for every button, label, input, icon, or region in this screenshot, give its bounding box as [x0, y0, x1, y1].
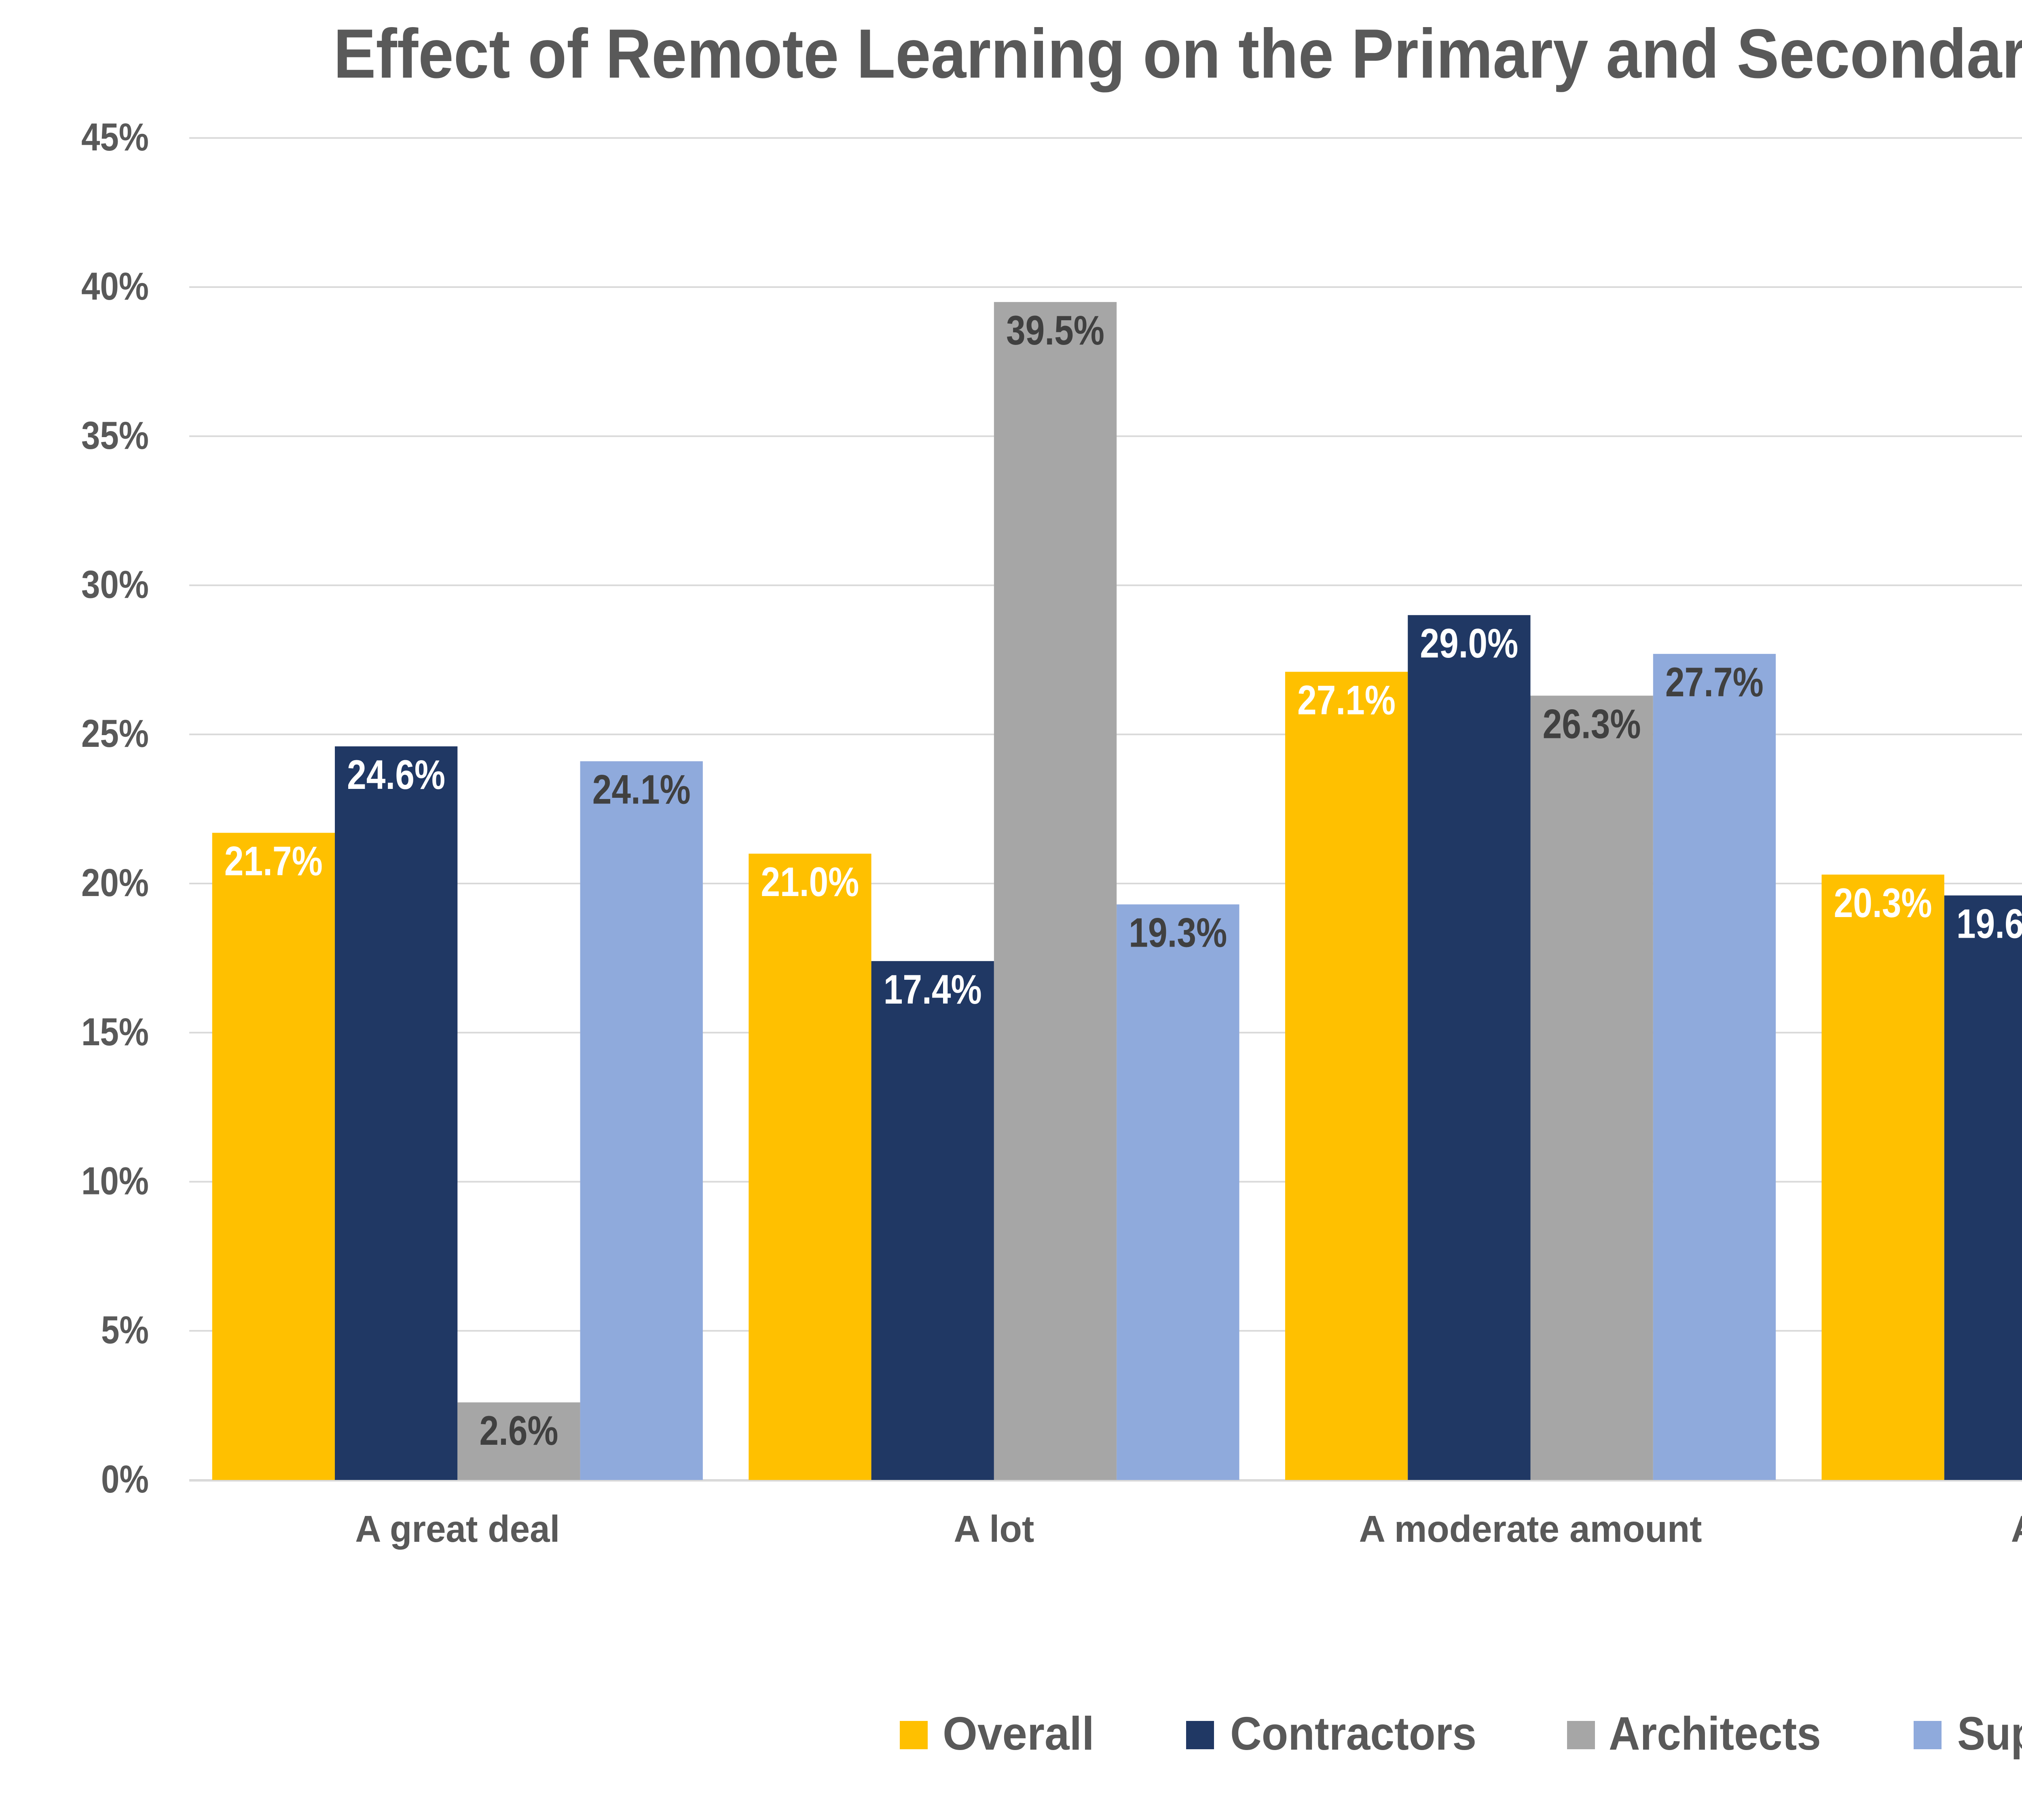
svg-text:19.3%: 19.3%: [1129, 910, 1227, 956]
svg-text:27.7%: 27.7%: [1665, 659, 1764, 705]
svg-text:A little: A little: [2011, 1508, 2022, 1550]
svg-text:A lot: A lot: [954, 1508, 1034, 1550]
svg-text:15%: 15%: [81, 1010, 149, 1054]
svg-text:10%: 10%: [81, 1160, 149, 1203]
svg-text:26.3%: 26.3%: [1543, 701, 1641, 747]
svg-text:A great deal: A great deal: [355, 1508, 560, 1550]
svg-text:21.0%: 21.0%: [761, 859, 859, 905]
svg-text:30%: 30%: [81, 563, 149, 607]
svg-text:0%: 0%: [101, 1458, 149, 1501]
svg-text:27.1%: 27.1%: [1297, 677, 1396, 723]
svg-text:45%: 45%: [81, 116, 149, 159]
svg-text:20%: 20%: [81, 861, 149, 905]
svg-text:29.0%: 29.0%: [1420, 620, 1518, 666]
svg-text:Contractors: Contractors: [1230, 1707, 1476, 1760]
svg-text:21.7%: 21.7%: [224, 838, 323, 884]
svg-text:A moderate amount: A moderate amount: [1359, 1508, 1702, 1550]
svg-text:Architects: Architects: [1609, 1707, 1821, 1760]
svg-text:Effect of Remote Learning on t: Effect of Remote Learning on the Primary…: [334, 15, 2022, 93]
svg-text:2.6%: 2.6%: [480, 1408, 558, 1454]
svg-text:17.4%: 17.4%: [884, 966, 982, 1013]
svg-text:20.3%: 20.3%: [1834, 880, 1932, 926]
svg-text:19.6%: 19.6%: [1956, 901, 2022, 947]
svg-text:25%: 25%: [81, 712, 149, 755]
svg-text:5%: 5%: [101, 1308, 149, 1352]
svg-text:Overall: Overall: [943, 1707, 1094, 1760]
svg-text:24.6%: 24.6%: [347, 752, 445, 798]
svg-text:39.5%: 39.5%: [1006, 307, 1104, 353]
svg-text:40%: 40%: [81, 265, 149, 308]
svg-text:Suppliers: Suppliers: [1957, 1707, 2022, 1760]
svg-text:35%: 35%: [81, 414, 149, 457]
svg-text:24.1%: 24.1%: [592, 767, 691, 813]
